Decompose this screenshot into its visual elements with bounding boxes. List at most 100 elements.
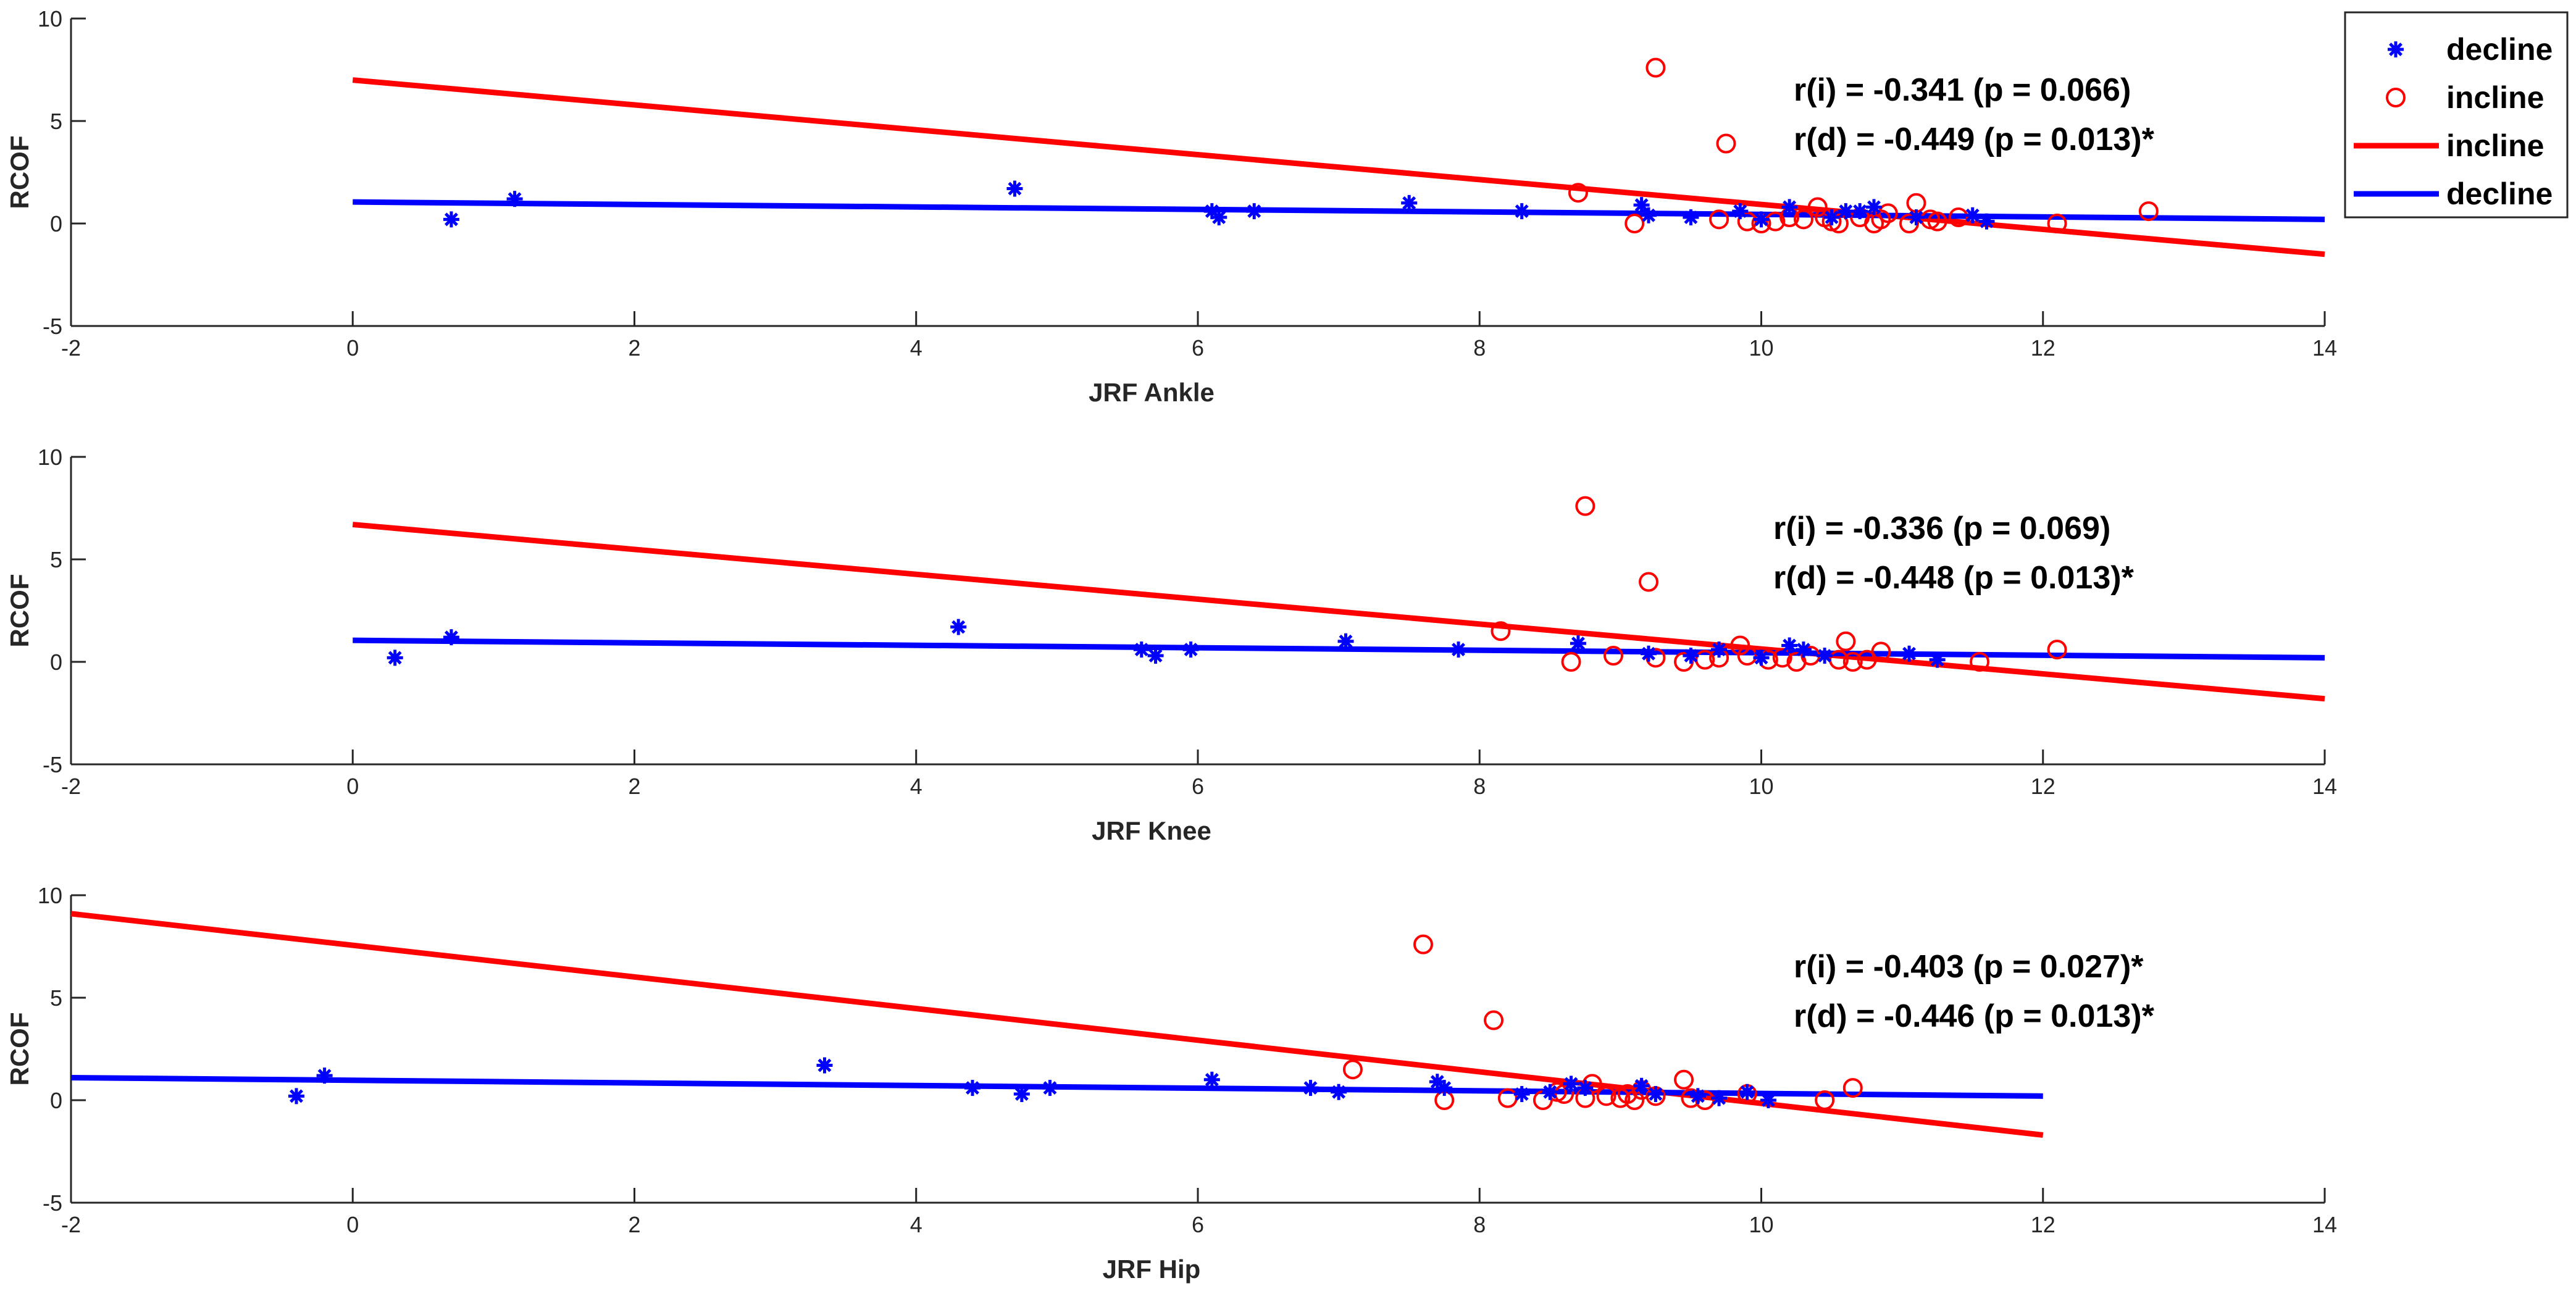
point-incline xyxy=(1561,652,1581,672)
point-incline xyxy=(1646,57,1666,78)
point-incline xyxy=(1568,183,1588,203)
point-decline xyxy=(1436,1080,1453,1096)
point-decline xyxy=(1866,199,1882,215)
x-tick-label: 10 xyxy=(1749,335,1773,361)
point-incline xyxy=(1927,211,1947,232)
legend-label: incline xyxy=(2446,80,2544,115)
point-decline xyxy=(1795,641,1812,658)
point-decline xyxy=(1683,648,1699,664)
x-axis-title: JRF Knee xyxy=(1092,816,1211,845)
point-incline xyxy=(2047,640,2067,660)
annotation-decline: r(d) = -0.448 (p = 0.013)* xyxy=(1773,560,2135,596)
annotation-decline: r(d) = -0.449 (p = 0.013)* xyxy=(1794,122,2155,157)
point-incline xyxy=(1603,646,1623,666)
x-tick-label: -2 xyxy=(61,1212,81,1237)
point-decline xyxy=(1781,637,1798,654)
y-tick-label: -5 xyxy=(43,314,62,339)
x-tick-label: 14 xyxy=(2312,774,2337,799)
point-decline xyxy=(1633,1077,1650,1094)
legend-entry-decline: decline xyxy=(2354,177,2553,211)
point-decline xyxy=(1683,209,1699,226)
x-tick-label: 12 xyxy=(2031,774,2055,799)
x-axis-title: JRF Hip xyxy=(1103,1255,1201,1284)
point-decline xyxy=(1978,213,1995,230)
point-decline xyxy=(1450,641,1467,658)
point-decline xyxy=(950,619,967,635)
point-decline xyxy=(1739,1084,1755,1100)
point-incline xyxy=(1709,209,1729,230)
point-decline xyxy=(1633,197,1650,214)
point-decline xyxy=(1901,645,1918,662)
point-incline xyxy=(1948,207,1968,228)
x-tick-label: 4 xyxy=(910,1212,922,1237)
x-tick-label: 12 xyxy=(2031,335,2055,361)
point-decline xyxy=(1641,645,1657,662)
x-tick-label: 8 xyxy=(1473,335,1486,361)
y-tick-label: -5 xyxy=(43,752,62,777)
fit-line-decline xyxy=(353,199,2325,222)
fit-line-incline xyxy=(352,77,2325,257)
point-incline xyxy=(1765,211,1786,232)
point-decline xyxy=(816,1057,833,1074)
point-decline xyxy=(1753,211,1770,228)
x-tick-label: 2 xyxy=(628,335,640,361)
y-tick-label: 10 xyxy=(38,445,62,470)
legend-label: incline xyxy=(2446,128,2544,163)
point-decline xyxy=(1711,641,1728,658)
fit-line-decline xyxy=(353,637,2325,661)
point-decline xyxy=(316,1067,333,1084)
point-decline xyxy=(1513,203,1530,220)
point-decline xyxy=(506,191,523,207)
point-incline xyxy=(1491,621,1511,641)
y-axis-title: RCOF xyxy=(5,574,34,648)
point-incline xyxy=(1639,572,1658,592)
point-decline xyxy=(1133,641,1150,658)
point-incline xyxy=(1878,203,1898,223)
point-incline xyxy=(1730,635,1750,656)
point-decline xyxy=(1929,651,1946,668)
y-tick-label: 0 xyxy=(50,1088,62,1113)
point-decline xyxy=(1042,1080,1058,1096)
y-tick-label: 5 xyxy=(50,985,62,1011)
point-decline xyxy=(1246,203,1263,220)
panel-1: -2 0 2 4 6 8 10 12 14 -5 0 5 10 JRF Ankle RCOF r(i) = -… xyxy=(5,6,2337,407)
x-tick-label: 6 xyxy=(1192,1212,1204,1237)
point-decline xyxy=(1577,1080,1594,1096)
point-decline xyxy=(1542,1084,1558,1100)
point-incline xyxy=(1836,631,1856,651)
point-incline xyxy=(1716,133,1736,154)
point-decline xyxy=(1302,1080,1319,1096)
x-tick-label: -2 xyxy=(61,774,81,799)
point-incline xyxy=(1674,652,1694,672)
point-decline xyxy=(1908,209,1925,226)
legend-box xyxy=(2344,11,2569,219)
legend: decline incline incline decline xyxy=(2344,11,2569,219)
legend-entry-incline: incline xyxy=(2354,128,2544,163)
point-incline xyxy=(1674,1069,1694,1090)
point-incline xyxy=(1342,1059,1363,1080)
x-tick-label: 2 xyxy=(628,1212,640,1237)
point-decline xyxy=(1211,209,1227,226)
legend-label: decline xyxy=(2446,32,2553,67)
point-incline xyxy=(1737,646,1757,666)
point-incline xyxy=(1695,1090,1715,1110)
point-decline xyxy=(1689,1088,1706,1105)
point-decline xyxy=(443,629,459,646)
fit-line-incline xyxy=(352,522,2325,702)
point-decline xyxy=(1760,1092,1776,1108)
point-incline xyxy=(1554,1084,1574,1105)
x-axis-title: JRF Ankle xyxy=(1089,378,1215,407)
legend-label: decline xyxy=(2446,177,2553,211)
point-decline xyxy=(1401,194,1418,211)
y-tick-label: -5 xyxy=(43,1190,62,1216)
point-decline xyxy=(1641,207,1657,223)
point-incline xyxy=(2138,201,2159,222)
point-incline xyxy=(1970,652,1990,672)
point-incline xyxy=(1413,934,1433,954)
point-incline xyxy=(1772,648,1792,668)
point-decline xyxy=(1203,1071,1220,1088)
annotation-incline: r(i) = -0.336 (p = 0.069) xyxy=(1773,511,2110,546)
x-tick-label: 0 xyxy=(346,335,359,361)
point-decline xyxy=(443,211,459,228)
legend-marker-circle xyxy=(2386,88,2406,107)
